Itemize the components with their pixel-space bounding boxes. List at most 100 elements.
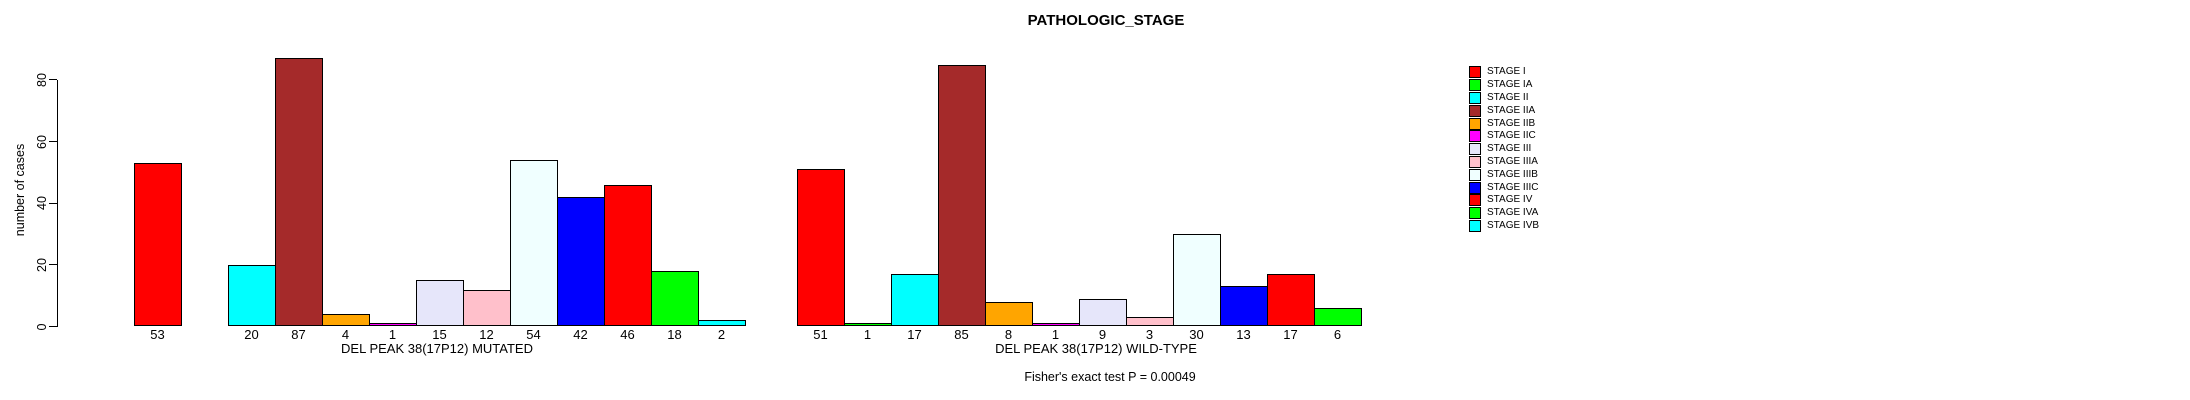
legend-swatch [1469,207,1481,220]
legend-item-stage-iiib: STAGE IIIB [1469,168,1539,181]
group-axis-title-wildtype: DEL PEAK 38(17P12) WILD-TYPE [995,341,1197,356]
legend-item-stage-ivb: STAGE IVB [1469,219,1540,233]
y-tick-label: 60 [35,134,49,149]
legend-swatch [1469,117,1481,130]
bar-stage-iib-mutated [322,314,370,327]
legend-swatch [1469,181,1481,194]
bar-stage-i-wildtype [797,169,845,327]
legend-swatch [1469,168,1481,181]
y-tick-mark [49,326,57,327]
bar-stage-iii-mutated [416,280,464,327]
legend-label: STAGE IIA [1487,104,1536,116]
bar-stage-iv-wildtype [1267,274,1315,327]
bar-stage-iiia-wildtype [1126,317,1174,327]
legend-item-stage-iic: STAGE IIC [1469,130,1539,143]
legend-label: STAGE IV [1487,194,1533,206]
bar-value-label: 17 [907,327,922,342]
legend-swatch [1469,91,1481,104]
bar-value-label: 13 [1236,327,1251,342]
y-axis-label: number of cases [13,143,27,237]
legend-item-stage-iv: STAGE IV [1469,194,1539,207]
y-tick-mark [49,264,57,266]
bar-value-label: 51 [813,327,828,342]
bar-stage-iiic-wildtype [1220,286,1268,327]
bar-stage-ii-wildtype [891,274,939,327]
legend-swatch [1469,79,1481,92]
bar-value-label: 12 [479,327,494,342]
bar-value-label: 8 [1004,327,1013,342]
legend-item-stage-iia: STAGE IIA [1469,104,1539,117]
legend-label: STAGE II [1487,91,1529,103]
legend-swatch [1469,194,1481,207]
legend-item-stage-ia: STAGE IA [1469,79,1539,92]
legend-item-stage-iiia: STAGE IIIA [1469,155,1539,169]
bar-value-label: 15 [432,327,447,342]
bar-value-label: 6 [1333,327,1342,342]
bar-stage-iia-wildtype [938,64,986,327]
legend: STAGE I STAGE IA STAGE II STAGE IIA STAGE II… [1469,66,1539,232]
bar-value-label: 87 [291,327,306,342]
bar-stage-iiia-mutated [463,289,511,327]
y-tick-label: 80 [35,73,49,87]
bar-stage-iib-wildtype [985,301,1033,327]
bar-value-label: 85 [954,327,969,342]
bar-stage-iva-wildtype [1314,308,1362,327]
bar-value-label: 53 [150,327,165,342]
legend-item-stage-iii: STAGE III [1469,143,1539,156]
y-tick-label: 20 [35,257,49,272]
legend-label: STAGE IIIA [1487,155,1538,167]
bar-value-label: 18 [667,327,682,342]
y-tick-label: 40 [35,196,49,211]
legend-label: STAGE IIC [1487,130,1536,142]
bar-value-label: 2 [717,327,726,342]
bar-value-label: 17 [1283,327,1298,342]
bar-stage-iii-wildtype [1079,298,1127,327]
bar-stage-i-mutated [134,163,182,327]
legend-label: STAGE I [1487,66,1526,78]
legend-label: STAGE IVB [1487,219,1540,231]
fisher-test-note: Fisher's exact test P = 0.00049 [1024,370,1196,384]
bar-value-label: 46 [620,327,635,342]
bar-value-label: 3 [1145,327,1154,342]
bar-value-label: 54 [526,327,541,342]
legend-item-stage-iiic: STAGE IIIC [1469,181,1539,194]
legend-item-stage-iib: STAGE IIB [1469,117,1539,130]
bar-value-label: 1 [863,327,872,342]
bar-value-label: 4 [341,327,350,342]
bar-value-label: 1 [388,327,397,342]
legend-label: STAGE IVA [1487,207,1539,219]
bar-stage-iiib-mutated [510,160,558,327]
bar-stage-iia-mutated [275,58,323,327]
bar-stage-iiic-mutated [557,197,605,327]
legend-label: STAGE IA [1487,79,1533,91]
bar-stage-ivb-mutated [698,320,746,327]
bar-stage-ii-mutated [228,264,276,327]
legend-swatch [1469,219,1481,232]
chart-title: PATHOLOGIC_STAGE [1027,12,1185,29]
group-axis-title-mutated: DEL PEAK 38(17P12) MUTATED [341,341,533,356]
y-tick-mark [49,141,57,143]
y-axis-line [57,80,58,327]
legend-swatch [1469,104,1481,117]
legend-label: STAGE III [1487,143,1532,155]
bar-stage-iva-mutated [651,271,699,327]
bar-value-label: 42 [573,327,588,342]
y-tick-mark [49,79,57,81]
legend-item-stage-ii: STAGE II [1469,91,1539,105]
bar-stage-iiib-wildtype [1173,234,1221,327]
legend-item-stage-iva: STAGE IVA [1469,207,1539,220]
bar-value-label: 1 [1051,327,1060,342]
bar-value-label: 20 [244,327,259,342]
y-tick-label: 0 [35,323,49,330]
legend-swatch [1469,66,1481,79]
legend-swatch [1469,155,1481,168]
legend-swatch [1469,130,1481,143]
legend-label: STAGE IIIB [1487,168,1538,180]
legend-item-stage-i: STAGE I [1469,66,1539,79]
bar-stage-iv-mutated [604,184,652,327]
y-tick-mark [49,202,57,204]
bar-value-label: 30 [1189,327,1204,342]
bar-value-label: 9 [1098,327,1107,342]
legend-label: STAGE IIB [1487,117,1536,129]
